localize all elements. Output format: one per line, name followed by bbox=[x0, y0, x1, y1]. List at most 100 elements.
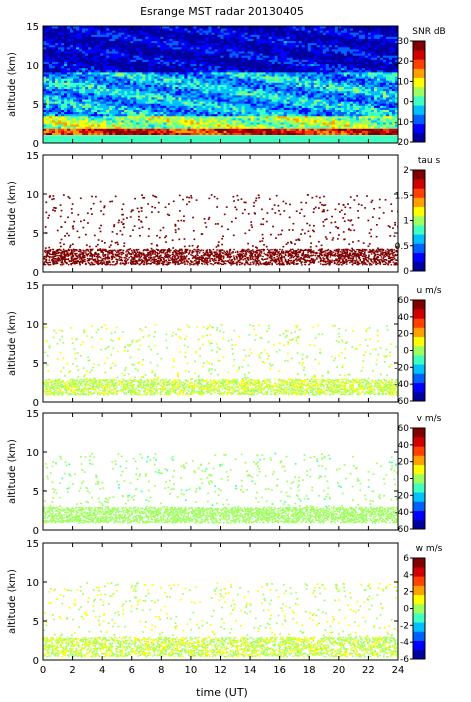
snr-cell bbox=[316, 130, 321, 133]
snr-cell bbox=[373, 46, 378, 50]
snr-cell bbox=[271, 53, 276, 56]
snr-cell bbox=[250, 94, 254, 98]
snr-cell bbox=[382, 74, 387, 77]
snr-cell bbox=[343, 67, 348, 71]
snr-cell bbox=[391, 65, 396, 69]
snr-cell bbox=[379, 88, 384, 92]
snr-cell bbox=[370, 107, 375, 110]
snr-cell bbox=[217, 74, 221, 77]
snr-cell bbox=[340, 69, 345, 73]
snr-cell bbox=[325, 117, 330, 121]
snr-cell bbox=[301, 107, 306, 110]
snr-cell bbox=[319, 113, 324, 117]
snr-cell bbox=[202, 84, 206, 87]
snr-cell bbox=[145, 67, 149, 71]
snr-cell bbox=[151, 65, 155, 69]
snr-cell bbox=[178, 48, 182, 52]
snr-cell bbox=[295, 86, 300, 90]
snr-cell bbox=[196, 105, 200, 108]
snr-cell bbox=[46, 74, 50, 77]
snr-cell bbox=[223, 80, 227, 83]
snr-cell bbox=[112, 71, 116, 75]
snr-cell bbox=[328, 78, 333, 81]
snr-cell bbox=[304, 92, 309, 96]
snr-cell bbox=[346, 122, 351, 125]
snr-cell bbox=[145, 132, 149, 136]
snr-cell bbox=[256, 59, 261, 62]
snr-cell bbox=[82, 51, 86, 54]
snr-cell bbox=[385, 128, 390, 131]
snr-cell bbox=[307, 46, 312, 50]
snr-cell bbox=[262, 78, 267, 81]
snr-cell bbox=[295, 88, 300, 92]
snr-cell bbox=[310, 51, 315, 54]
snr-cell bbox=[367, 120, 372, 123]
snr-cell bbox=[394, 105, 398, 108]
snr-cell bbox=[223, 101, 227, 104]
snr-cell bbox=[118, 44, 122, 48]
snr-cell bbox=[388, 115, 393, 119]
snr-cell bbox=[199, 65, 203, 69]
snr-cell bbox=[205, 82, 209, 85]
snr-cell bbox=[115, 44, 119, 48]
snr-cell bbox=[340, 94, 345, 98]
snr-cell bbox=[64, 117, 68, 121]
snr-cell bbox=[58, 67, 62, 71]
snr-cell bbox=[289, 124, 294, 127]
snr-cell bbox=[307, 82, 312, 85]
snr-cell bbox=[94, 71, 98, 75]
snr-cell bbox=[199, 76, 203, 79]
snr-cell bbox=[88, 74, 92, 77]
snr-cell bbox=[319, 78, 324, 81]
snr-cell bbox=[61, 74, 65, 77]
snr-cell bbox=[376, 97, 381, 100]
snr-cell bbox=[367, 67, 372, 71]
snr-cell bbox=[109, 74, 113, 77]
snr-cell bbox=[280, 130, 285, 133]
snr-cell bbox=[43, 61, 47, 65]
snr-cell bbox=[280, 113, 285, 117]
snr-cell bbox=[139, 111, 143, 115]
snr-cell bbox=[370, 59, 375, 62]
snr-cell bbox=[175, 88, 179, 92]
snr-cell bbox=[349, 115, 354, 119]
snr-cell bbox=[343, 59, 348, 62]
snr-cell bbox=[52, 86, 56, 90]
snr-cell bbox=[250, 105, 254, 108]
snr-cell bbox=[295, 59, 300, 62]
snr-cell bbox=[292, 51, 297, 54]
snr-cell bbox=[367, 115, 372, 119]
snr-cell bbox=[358, 113, 363, 117]
snr-cell bbox=[64, 63, 68, 67]
snr-cell bbox=[175, 111, 179, 115]
snr-cell bbox=[73, 78, 77, 81]
snr-cell bbox=[148, 69, 152, 73]
snr-cell bbox=[241, 76, 245, 79]
snr-cell bbox=[88, 71, 92, 75]
snr-cell bbox=[250, 124, 254, 127]
snr-cell bbox=[67, 55, 71, 58]
snr-cell bbox=[346, 88, 351, 92]
snr-cell bbox=[352, 59, 357, 62]
snr-cell bbox=[271, 94, 276, 98]
snr-cell bbox=[322, 78, 327, 81]
snr-cell bbox=[58, 90, 62, 94]
snr-cell bbox=[310, 117, 315, 121]
snr-cell bbox=[385, 59, 390, 62]
snr-cell bbox=[70, 69, 74, 73]
snr-cell bbox=[364, 69, 369, 73]
snr-cell bbox=[112, 88, 116, 92]
snr-cell bbox=[253, 84, 257, 87]
snr-cell bbox=[127, 124, 131, 127]
snr-cell bbox=[64, 99, 68, 102]
snr-cell bbox=[43, 55, 47, 58]
snr-cell bbox=[67, 109, 71, 113]
snr-cell bbox=[94, 115, 98, 119]
snr-cell bbox=[325, 69, 330, 73]
snr-cell bbox=[355, 88, 360, 92]
snr-cell bbox=[208, 61, 212, 65]
snr-cell bbox=[43, 51, 47, 54]
snr-cell bbox=[103, 88, 107, 92]
snr-cell bbox=[370, 82, 375, 85]
snr-cell bbox=[97, 55, 101, 58]
